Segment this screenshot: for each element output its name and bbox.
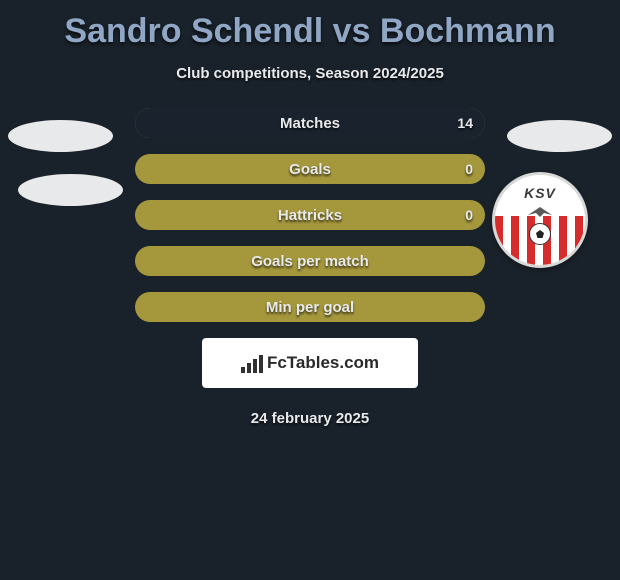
- fctables-branding: FcTables.com: [202, 338, 418, 388]
- stat-row: Goals per match: [135, 246, 485, 276]
- stat-row: Min per goal: [135, 292, 485, 322]
- stat-value-right: 0: [465, 161, 473, 177]
- stat-label: Goals: [289, 161, 331, 178]
- stat-row: Hattricks 0: [135, 200, 485, 230]
- club-badge: KSV: [492, 172, 588, 268]
- stat-row: Matches 14: [135, 108, 485, 138]
- stat-label: Matches: [280, 115, 340, 132]
- page-title: Sandro Schendl vs Bochmann: [0, 0, 620, 51]
- stat-label: Hattricks: [278, 207, 342, 224]
- stat-value-right: 0: [465, 207, 473, 223]
- bar-chart-icon: [241, 353, 263, 373]
- stat-row: Goals 0: [135, 154, 485, 184]
- stat-value-right: 14: [457, 115, 473, 131]
- stat-label: Goals per match: [251, 253, 369, 270]
- subtitle: Club competitions, Season 2024/2025: [0, 65, 620, 82]
- player1-club-placeholder: [18, 174, 123, 206]
- eagle-icon: [525, 203, 555, 224]
- soccer-ball-icon: [529, 223, 551, 245]
- date-label: 24 february 2025: [0, 410, 620, 427]
- player1-avatar-placeholder: [8, 120, 113, 152]
- stats-list: Matches 14 Goals 0 Hattricks 0 Goals per match…: [135, 108, 485, 322]
- stat-label: Min per goal: [266, 299, 354, 316]
- fctables-label: FcTables.com: [267, 353, 379, 373]
- badge-initials: KSV: [495, 185, 585, 201]
- player2-avatar-placeholder: [507, 120, 612, 152]
